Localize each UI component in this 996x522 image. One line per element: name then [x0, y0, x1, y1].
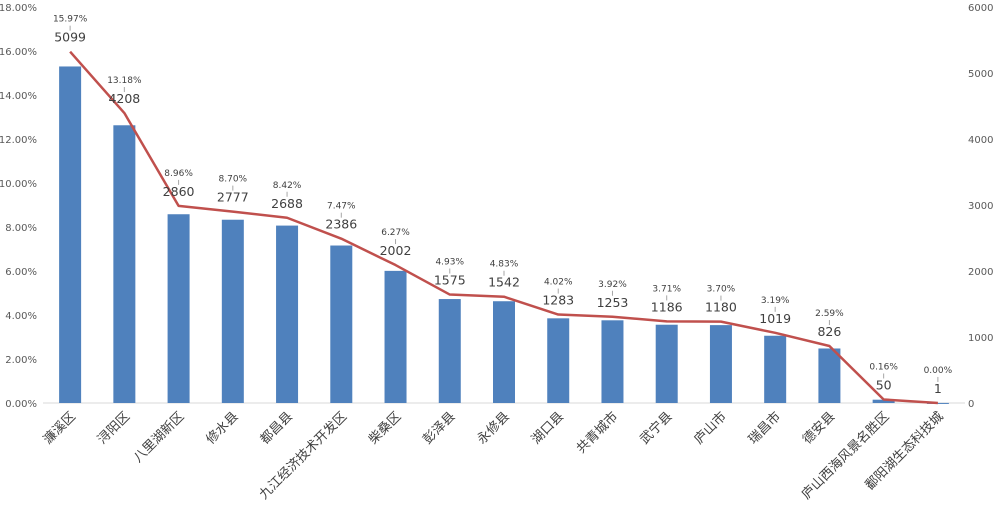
- bar: [764, 335, 787, 403]
- percent-label: 3.71%: [652, 284, 681, 294]
- bar: [547, 318, 570, 403]
- count-label: 1: [934, 381, 942, 396]
- count-label: 1186: [651, 299, 683, 314]
- percent-label: 6.27%: [381, 228, 410, 238]
- count-label: 2386: [325, 217, 357, 232]
- percent-line: [69, 50, 938, 405]
- percent-label: 7.47%: [327, 202, 356, 212]
- right-axis-tick: 6000: [968, 3, 993, 14]
- percent-label: 8.42%: [273, 181, 302, 191]
- bar: [601, 320, 624, 403]
- bar: [221, 219, 244, 403]
- percent-label: 3.70%: [707, 285, 736, 295]
- bar: [384, 270, 407, 403]
- count-label: 2688: [271, 196, 303, 211]
- count-label: 4208: [108, 91, 140, 106]
- count-label: 2002: [380, 243, 412, 258]
- percent-label: 8.96%: [164, 169, 193, 179]
- percent-label: 3.92%: [598, 280, 627, 290]
- count-label: 1283: [542, 293, 574, 308]
- left-axis-tick: 4.00%: [5, 311, 37, 322]
- bar: [872, 399, 895, 403]
- category-label: 瑞昌市: [745, 409, 784, 448]
- bar: [709, 325, 732, 403]
- left-axis-tick: 16.00%: [0, 47, 37, 58]
- percent-label: 4.83%: [490, 260, 519, 270]
- bar: [113, 125, 136, 403]
- category-label: 九江经济技术开发区: [256, 409, 350, 503]
- count-label: 2860: [163, 184, 195, 199]
- category-label: 庐山西海风景名胜区: [798, 409, 892, 503]
- percent-label: 4.02%: [544, 278, 573, 288]
- count-label: 1575: [434, 273, 466, 288]
- right-axis-tick: 0: [968, 399, 974, 410]
- category-label: 八里湖新区: [130, 409, 187, 466]
- count-label: 1253: [597, 295, 629, 310]
- category-label: 修水县: [203, 409, 241, 447]
- percent-label: 0.00%: [924, 366, 953, 376]
- percent-label: 2.59%: [815, 309, 844, 319]
- percent-label: 3.19%: [761, 296, 790, 306]
- right-axis-tick: 2000: [968, 267, 993, 278]
- percent-label: 0.16%: [869, 362, 898, 372]
- left-axis-tick: 2.00%: [5, 355, 37, 366]
- percent-label: 4.93%: [435, 258, 464, 268]
- right-axis-tick: 4000: [968, 135, 993, 146]
- category-label: 彭泽县: [420, 409, 458, 447]
- count-label: 826: [817, 324, 841, 339]
- left-axis-tick: 18.00%: [0, 3, 37, 14]
- count-label: 1019: [759, 311, 791, 326]
- right-axis-tick: 5000: [968, 69, 993, 80]
- category-label: 都昌县: [258, 409, 296, 447]
- category-label: 湖口县: [529, 409, 567, 447]
- left-axis-tick: 10.00%: [0, 179, 37, 190]
- percent-label: 15.97%: [53, 15, 88, 25]
- bar: [655, 324, 678, 403]
- bar: [167, 214, 190, 403]
- category-label: 柴桑区: [366, 409, 404, 447]
- left-axis-tick: 6.00%: [5, 267, 37, 278]
- right-axis-tick: 1000: [968, 333, 993, 344]
- category-label: 武宁县: [637, 409, 676, 448]
- count-label: 1180: [705, 300, 737, 315]
- bar: [276, 225, 299, 403]
- category-label: 德安县: [800, 409, 838, 447]
- count-label: 50: [876, 377, 892, 392]
- bar: [438, 299, 461, 403]
- category-label: 浔阳区: [95, 409, 133, 447]
- category-label: 濂溪区: [41, 409, 79, 447]
- bar: [926, 402, 949, 404]
- category-label: 永修县: [475, 409, 513, 447]
- percent-label: 8.70%: [219, 175, 248, 185]
- percent-label: 13.18%: [107, 76, 142, 86]
- count-label: 2777: [217, 190, 249, 205]
- bar: [330, 245, 353, 403]
- category-label: 庐山市: [691, 409, 730, 448]
- count-label: 1542: [488, 275, 520, 290]
- count-label: 5099: [54, 30, 86, 45]
- bar: [59, 66, 82, 403]
- left-axis-tick: 0.00%: [5, 399, 37, 410]
- bar: [818, 348, 841, 403]
- bar: [493, 301, 515, 403]
- left-axis-tick: 14.00%: [0, 91, 37, 102]
- left-axis-tick: 8.00%: [5, 223, 37, 234]
- category-label: 共青城市: [573, 409, 621, 457]
- left-axis-tick: 12.00%: [0, 135, 37, 146]
- right-axis-tick: 3000: [968, 201, 993, 212]
